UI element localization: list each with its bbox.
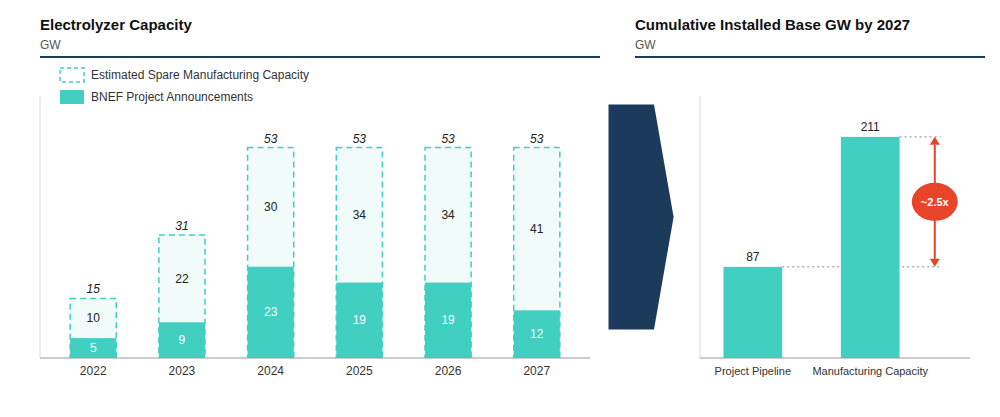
total-label: 53: [530, 132, 544, 146]
total-outline: [425, 148, 471, 358]
legend-swatch: [60, 68, 84, 82]
legend-label: BNEF Project Announcements: [91, 90, 253, 104]
y-axis-line: [700, 96, 701, 358]
data-label: 34: [353, 208, 367, 222]
arrow-head: [930, 259, 940, 267]
spare-segment: [159, 235, 205, 322]
bar: [841, 137, 900, 358]
data-label: 5: [90, 341, 97, 355]
bar: [70, 338, 116, 358]
data-label: 41: [530, 222, 544, 236]
bar: [248, 267, 294, 358]
data-label: 10: [87, 311, 101, 325]
total-label: 53: [353, 132, 367, 146]
chevron: [609, 105, 674, 330]
data-label: 19: [441, 313, 455, 327]
bar: [336, 283, 382, 358]
chart-root: Electrolyzer Capacity GW 5 10 15 2022 9 22 31 202…: [0, 0, 1000, 417]
data-label: 211: [861, 120, 880, 134]
data-label: 19: [353, 313, 367, 327]
total-outline: [248, 148, 294, 358]
bar: [425, 283, 471, 358]
data-label: 30: [264, 200, 278, 214]
total-label: 53: [264, 132, 278, 146]
total-label: 53: [441, 132, 455, 146]
plot-left: [70, 148, 560, 358]
legend-item: BNEF Project Announcements: [60, 90, 253, 104]
x-tick-label: Project Pipeline: [715, 365, 791, 377]
y-axis-line: [40, 96, 41, 358]
annotation-oval: [912, 183, 958, 221]
x-axis-line: [700, 358, 970, 359]
legend-swatch: [60, 90, 84, 104]
plot-right: [723, 137, 940, 358]
data-label: 34: [441, 208, 455, 222]
spare-segment: [425, 148, 471, 283]
legend-label: Estimated Spare Manufacturing Capacity: [91, 68, 309, 82]
x-tick-label: 2023: [169, 364, 196, 378]
separator: [40, 56, 600, 58]
x-tick-label: 2024: [257, 364, 284, 378]
title: Electrolyzer Capacity: [40, 16, 192, 33]
spare-segment: [514, 148, 560, 311]
ratio-arrow: ~2.5x: [912, 137, 958, 267]
total-outline: [514, 148, 560, 358]
x-tick-label: 2026: [435, 364, 462, 378]
separator: [635, 56, 985, 58]
reference-line: [900, 136, 941, 137]
total-outline: [159, 235, 205, 358]
background: [0, 0, 1000, 417]
legend-item: Estimated Spare Manufacturing Capacity: [60, 68, 309, 82]
x-tick-label: 2025: [346, 364, 373, 378]
x-tick-label: 2027: [523, 364, 550, 378]
title: Cumulative Installed Base GW by 2027: [635, 16, 910, 33]
arrow-head: [930, 137, 940, 145]
bar: [723, 267, 782, 358]
spare-segment: [70, 298, 116, 338]
data-label: 12: [530, 327, 544, 341]
data-label: 23: [264, 305, 278, 319]
x-tick-label: Manufacturing Capacity: [812, 365, 928, 377]
total-label: 15: [87, 282, 101, 296]
data-label: 22: [175, 272, 189, 286]
subtitle: GW: [40, 38, 61, 52]
annotation: ~2.5x: [921, 196, 950, 208]
x-axis-line: [40, 358, 590, 359]
bar: [514, 310, 560, 358]
total-outline: [336, 148, 382, 358]
total-label: 31: [175, 219, 188, 233]
data-label: 9: [179, 333, 186, 347]
chart-svg: Electrolyzer Capacity GW 5 10 15 2022 9 22 31 202…: [0, 0, 1000, 417]
subtitle: GW: [635, 38, 656, 52]
x-tick-label: 2022: [80, 364, 107, 378]
data-label: 87: [746, 250, 760, 264]
bar: [159, 322, 205, 358]
spare-segment: [248, 148, 294, 267]
total-outline: [70, 298, 116, 358]
spare-segment: [336, 148, 382, 283]
